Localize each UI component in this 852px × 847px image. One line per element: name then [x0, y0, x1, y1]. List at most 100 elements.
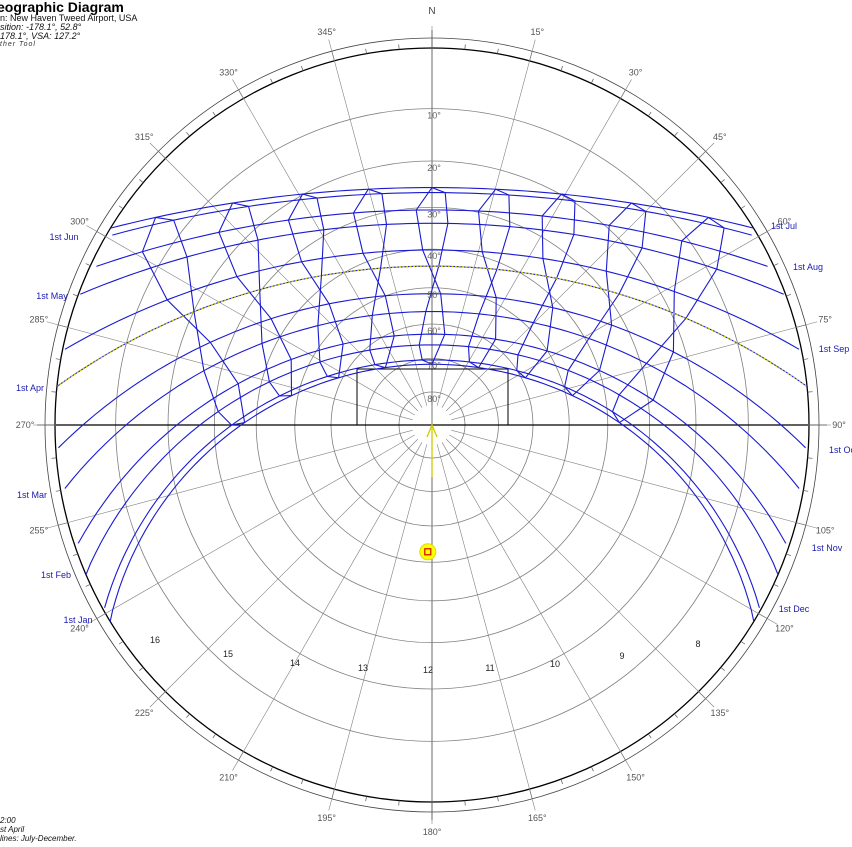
bearing-tick — [270, 766, 273, 772]
bearing-tick — [85, 584, 91, 587]
month-label-right: 1st Sep — [819, 344, 850, 354]
bearing-tick — [720, 667, 725, 671]
bearing-line — [328, 39, 428, 406]
current-date-path — [57, 265, 807, 387]
north-label: N — [428, 6, 435, 17]
bearing-label: 180° — [423, 827, 442, 837]
bearing-tick — [674, 132, 678, 137]
hour-line — [524, 193, 562, 379]
bearing-label: 165° — [528, 813, 547, 823]
bearing-line — [449, 434, 778, 625]
bearing-tick — [139, 179, 144, 183]
shading-angles-text: 178.1°, VSA: 127.2° — [0, 31, 81, 41]
bearing-line — [436, 444, 536, 811]
hour-line — [572, 202, 632, 397]
hour-line — [564, 202, 647, 396]
hour-label: 15 — [223, 649, 233, 659]
hour-line — [155, 216, 245, 426]
location-text: n: New Haven Tweed Airport, USA — [0, 13, 138, 23]
bearing-label: 345° — [317, 27, 336, 37]
bearing-tick — [591, 766, 594, 772]
bearing-line — [232, 442, 423, 771]
bearing-tick — [740, 640, 746, 645]
hour-line — [611, 216, 725, 423]
legend-note-text: lines: July-December. — [0, 834, 77, 843]
hour-line — [418, 187, 449, 365]
bearing-tick — [212, 111, 217, 117]
bearing-tick — [786, 294, 792, 297]
date-line — [77, 333, 787, 544]
bearing-tick — [803, 490, 809, 492]
bearing-label: 270° — [16, 420, 35, 430]
month-label-left: 1st Jun — [49, 232, 78, 242]
month-label-left: 1st Apr — [16, 383, 44, 393]
bearing-tick — [674, 713, 678, 718]
bearing-tick — [591, 78, 594, 84]
bearing-tick — [365, 796, 367, 802]
diagram-header: eographic Diagram n: New Haven Tweed Air… — [0, 0, 137, 49]
altitude-label: 30° — [427, 209, 441, 219]
hour-label: 8 — [695, 639, 700, 649]
bearing-label: 105° — [816, 525, 835, 535]
month-label-left: 1st Jan — [63, 615, 92, 625]
date-line — [58, 293, 806, 449]
bearing-tick — [186, 713, 190, 718]
hour-line — [352, 188, 395, 368]
hour-line — [516, 193, 576, 379]
bearing-line — [449, 225, 778, 416]
bearing-tick — [212, 733, 217, 739]
bearing-label: 90° — [832, 420, 846, 430]
bearing-tick — [803, 358, 809, 360]
bearing-line — [86, 225, 415, 416]
sun-marker-halo — [419, 543, 437, 561]
bearing-label: 60° — [778, 217, 792, 227]
bearing-tick — [301, 779, 304, 785]
bearing-label: 285° — [30, 315, 49, 325]
hour-line — [415, 187, 446, 365]
bearing-line — [436, 39, 536, 406]
bearing-line — [445, 142, 715, 412]
bearing-label: 15° — [531, 27, 545, 37]
bearing-label: 30° — [629, 68, 643, 78]
bearing-tick — [647, 111, 652, 117]
bearing-label: 330° — [219, 68, 238, 78]
tool-name-text: ther Tool — [0, 41, 36, 48]
bearing-tick — [72, 553, 78, 556]
altitude-label: 60° — [427, 326, 441, 336]
current-date-text: st April — [0, 825, 25, 834]
bearing-line — [328, 444, 428, 811]
bearing-tick — [647, 733, 652, 739]
sun-marker — [419, 423, 438, 561]
bearing-line — [232, 79, 423, 408]
hour-line — [232, 202, 292, 397]
bearing-label: 75° — [818, 315, 832, 325]
bearing-line — [86, 434, 415, 625]
bearing-line — [451, 429, 818, 529]
month-label-left: 1st May — [36, 291, 68, 301]
bearing-line — [149, 438, 419, 708]
month-label-right: 1st Oc — [829, 445, 852, 455]
shading-vector-head — [426, 423, 438, 438]
bearing-tick — [560, 65, 563, 71]
sun-path-lines — [57, 187, 807, 622]
bearing-label: 120° — [775, 624, 794, 634]
current-time-text: 2:00 — [0, 816, 16, 825]
hour-line — [467, 188, 511, 369]
bearing-tick — [118, 205, 124, 210]
month-label-right: 1st Jul — [771, 221, 797, 231]
date-line — [85, 344, 779, 575]
altitude-label: 50° — [427, 290, 441, 300]
bearing-tick — [786, 553, 792, 556]
hour-line — [619, 216, 709, 424]
date-line — [64, 249, 800, 350]
bearing-label: 150° — [626, 772, 645, 782]
altitude-label: 40° — [427, 251, 441, 261]
date-line — [96, 209, 768, 267]
bearing-line — [441, 442, 632, 771]
month-label-left: 1st Mar — [17, 490, 47, 500]
hour-label: 12 — [423, 665, 433, 675]
bearing-line — [441, 79, 632, 408]
hour-line — [302, 193, 339, 379]
diagram-footer: 2:00 st April lines: July-December. — [0, 816, 77, 843]
